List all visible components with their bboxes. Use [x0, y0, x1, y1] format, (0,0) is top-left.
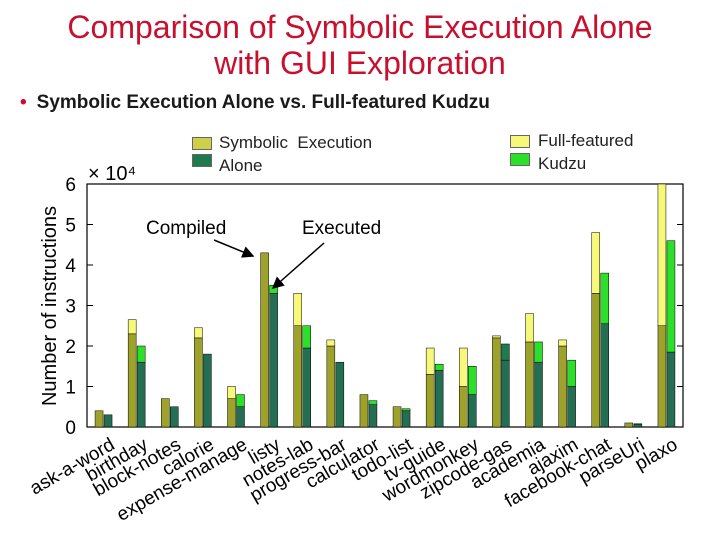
bar-compiled-overlap — [94, 410, 104, 428]
bar-executed-kudzu — [302, 325, 311, 349]
bar-executed-overlap — [170, 406, 179, 428]
slide-title-line2: with GUI Exploration — [214, 45, 506, 81]
y-tick-label: 0 — [65, 418, 76, 439]
bar-compiled-overlap — [127, 333, 137, 428]
bar-executed-symbolic — [501, 343, 510, 361]
legend-label-symbolic-line2: Alone — [219, 156, 263, 175]
bar-executed-overlap — [269, 293, 278, 428]
bar-compiled-overlap — [425, 374, 435, 428]
bar-executed-overlap — [501, 359, 510, 428]
y-tick-label: 5 — [65, 216, 76, 237]
bar-compiled-overlap — [591, 293, 600, 428]
annotation-compiled-arrow — [213, 239, 255, 258]
bar-compiled-overlap — [161, 398, 170, 428]
annotation-executed-arrow — [271, 242, 325, 289]
bar-executed-overlap — [136, 361, 146, 428]
bar-executed-kudzu — [434, 363, 444, 371]
bar-executed-overlap — [666, 351, 676, 428]
y-tick-label: 3 — [65, 297, 76, 318]
bullet-text: Symbolic Execution Alone vs. Full-featur… — [36, 92, 490, 113]
bar-compiled-overlap — [492, 337, 501, 428]
bar-executed-overlap — [567, 386, 576, 428]
bar-compiled-overlap — [525, 341, 534, 428]
legend-swatch-symbolic-executed — [192, 154, 212, 167]
bar-executed-overlap — [534, 361, 543, 428]
y-scale-label: × 10⁴ — [88, 163, 136, 185]
bar-compiled-kudzu — [492, 335, 501, 339]
annotation-compiled: Compiled — [146, 218, 226, 239]
bar-executed-overlap — [600, 323, 609, 428]
bar-compiled-kudzu — [293, 293, 302, 327]
bar-executed-overlap — [468, 394, 477, 428]
bar-executed-kudzu — [600, 272, 609, 324]
annotation-executed: Executed — [302, 218, 381, 239]
bar-executed-kudzu — [136, 345, 146, 363]
bar-executed-overlap — [302, 347, 311, 428]
bar-executed-kudzu — [236, 394, 245, 408]
bar-executed-overlap — [368, 404, 378, 428]
bar-compiled-overlap — [624, 422, 634, 428]
bar-compiled-overlap — [558, 345, 567, 428]
bar-compiled-overlap — [194, 337, 203, 428]
bullet-dot-icon: • — [20, 92, 27, 113]
bar-executed-overlap — [434, 370, 444, 428]
legend-label-kudzu-line2: Kudzu — [538, 154, 587, 173]
bar-compiled-kudzu — [127, 319, 137, 335]
bar-executed-overlap — [401, 410, 411, 428]
y-tick-label: 2 — [65, 337, 76, 358]
bar-executed-kudzu — [468, 366, 477, 395]
bar-executed-kudzu — [666, 240, 676, 353]
bar-compiled-overlap — [392, 406, 402, 428]
bar-compiled-kudzu — [591, 232, 600, 294]
bar-executed-overlap — [236, 406, 245, 428]
bar-executed-kudzu — [368, 400, 378, 405]
legend-swatch-symbolic-compiled — [192, 137, 212, 150]
bar-compiled-overlap — [326, 345, 336, 428]
bar-compiled-overlap — [657, 325, 667, 428]
bar-executed-overlap — [633, 423, 643, 428]
bar-compiled-kudzu — [558, 339, 567, 347]
bar-compiled-kudzu — [425, 347, 435, 375]
bar-compiled-overlap — [293, 325, 302, 428]
bar-executed-overlap — [335, 361, 345, 428]
legend-label-symbolic-line1: Symbolic Execution — [219, 133, 373, 152]
bar-executed-kudzu — [401, 408, 411, 412]
bar-executed-kudzu — [534, 341, 543, 363]
bar-executed-overlap — [103, 414, 113, 428]
slide-title-line1: Comparison of Symbolic Execution Alone — [67, 9, 653, 45]
bar-compiled-kudzu — [657, 183, 667, 326]
bar-compiled-overlap — [459, 386, 468, 428]
legend-label-kudzu-line1: Full-featured — [538, 131, 634, 150]
bar-compiled-overlap — [260, 252, 269, 428]
bar-executed-overlap — [203, 353, 212, 428]
bar-executed-kudzu — [567, 359, 576, 387]
bar-compiled-kudzu — [459, 347, 468, 387]
y-tick-label: 1 — [65, 378, 76, 399]
legend-swatch-kudzu-compiled — [510, 135, 530, 148]
bar-compiled-kudzu — [525, 313, 534, 343]
bar-compiled-kudzu — [227, 386, 236, 399]
y-axis-label: Number of instructions — [39, 206, 61, 406]
y-tick-label: 4 — [65, 256, 76, 277]
legend-swatch-kudzu-executed — [510, 153, 530, 166]
bullet-point: • Symbolic Execution Alone vs. Full-featu… — [20, 92, 490, 114]
y-tick-label: 6 — [65, 175, 76, 196]
bar-compiled-overlap — [359, 394, 369, 428]
bar-compiled-overlap — [227, 398, 236, 428]
bar-compiled-kudzu — [326, 339, 336, 347]
bar-compiled-kudzu — [194, 327, 203, 339]
